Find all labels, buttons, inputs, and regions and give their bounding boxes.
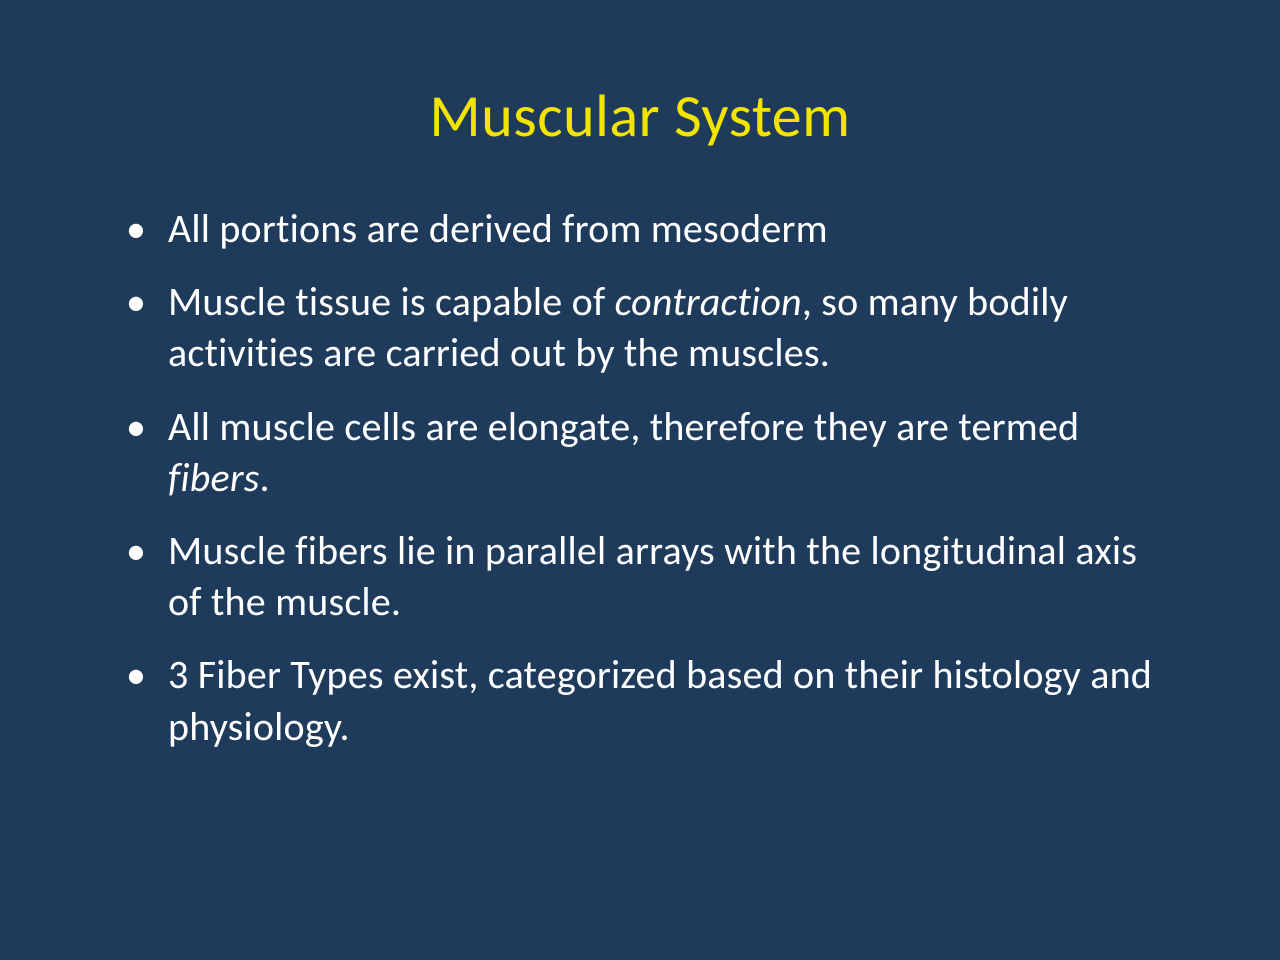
slide: Muscular System All portions are derived… <box>0 0 1280 960</box>
text-run: All muscle cells are elongate, therefore… <box>168 402 1079 451</box>
bullet-item: Muscle fibers lie in parallel arrays wit… <box>110 525 1170 627</box>
text-run: . <box>260 453 270 502</box>
bullet-item: Muscle tissue is capable of contraction,… <box>110 276 1170 378</box>
text-run: 3 Fiber Types exist, categorized based o… <box>168 650 1152 750</box>
bullet-item: All portions are derived from mesoderm <box>110 203 1170 254</box>
text-run: fibers <box>168 453 260 502</box>
text-run: Muscle tissue is capable of <box>168 277 615 326</box>
bullet-item: 3 Fiber Types exist, categorized based o… <box>110 649 1170 751</box>
bullet-item: All muscle cells are elongate, therefore… <box>110 401 1170 503</box>
text-run: Muscle fibers lie in parallel arrays wit… <box>168 526 1137 626</box>
slide-body: All portions are derived from mesoderm Mu… <box>110 203 1170 752</box>
slide-title: Muscular System <box>110 80 1170 153</box>
text-run: All portions are derived from mesoderm <box>168 204 828 253</box>
bullet-list: All portions are derived from mesoderm Mu… <box>110 203 1170 752</box>
text-run: contraction <box>615 277 802 326</box>
